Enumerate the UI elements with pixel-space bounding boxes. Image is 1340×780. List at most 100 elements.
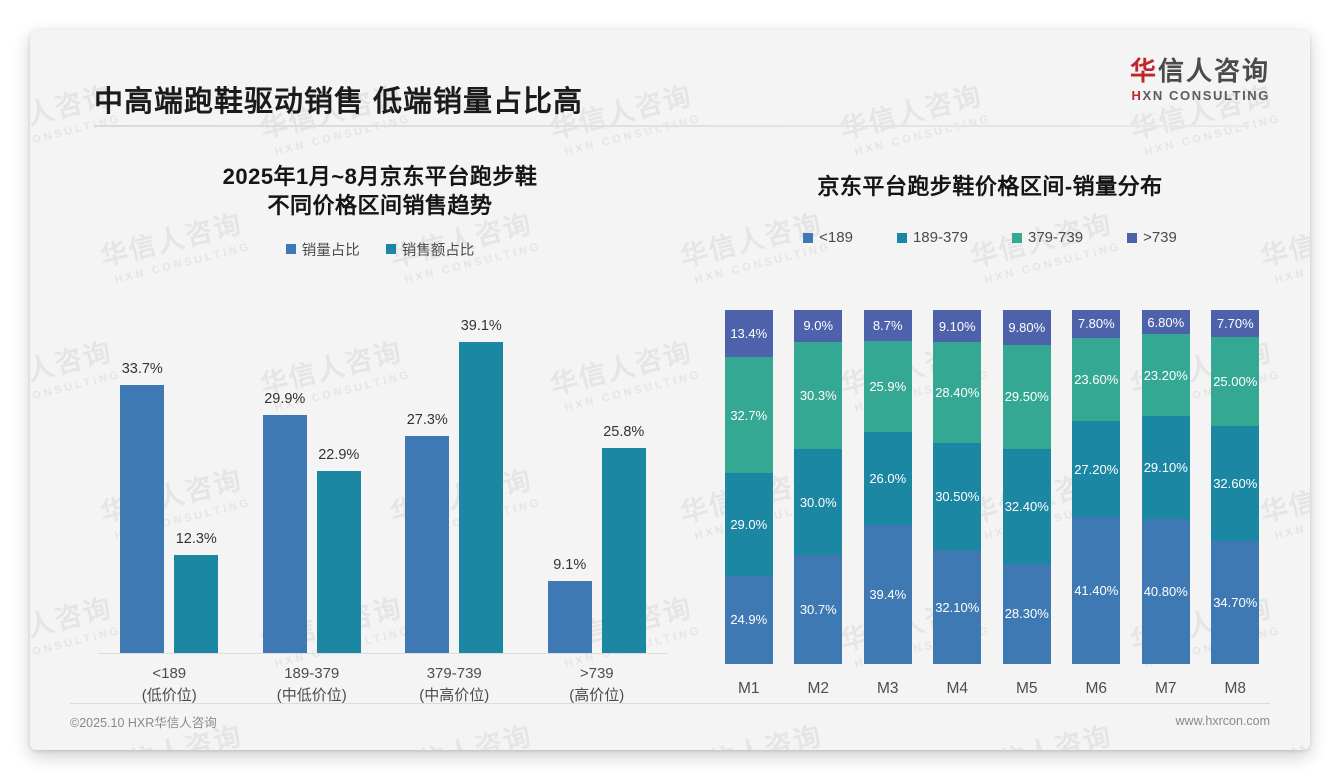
stacked-bar[interactable]: 13.4% 32.7% 29.0% 24.9%	[724, 310, 773, 664]
stack-segment[interactable]: 27.20%	[1072, 421, 1121, 518]
stack-segment[interactable]: 9.0%	[794, 310, 843, 342]
stack-segment[interactable]: 32.60%	[1211, 425, 1260, 542]
grouped-bars: 33.7% 12.3% 29.9% 22.9% 27.3% 39.1% 9.1% 25.8%	[98, 318, 669, 653]
legend-item-1[interactable]: <189	[803, 229, 853, 246]
segment-value-label: 25.9%	[869, 379, 907, 395]
stack-segment[interactable]: 26.0%	[863, 432, 912, 525]
bar[interactable]: 12.3%	[174, 531, 219, 653]
segment-value-label: 25.00%	[1213, 374, 1258, 390]
stack-segment[interactable]: 23.60%	[1072, 337, 1121, 422]
legend-label: 销量占比	[301, 242, 360, 259]
logo-cn-red: 华	[1129, 56, 1158, 86]
bar[interactable]: 33.7%	[120, 361, 165, 653]
stack-segment[interactable]: 9.10%	[933, 310, 982, 343]
bar[interactable]: 9.1%	[547, 557, 592, 653]
stack-segment[interactable]: 30.0%	[794, 449, 843, 556]
x-axis-label: 189-379 (中低价位)	[241, 656, 384, 710]
stack-segment[interactable]: 41.40%	[1072, 517, 1121, 664]
slide-canvas: 华信人咨询 HXN CONSULTING 华信人咨询 HXN CONSULTING华信…	[30, 30, 1310, 750]
stacked-bar[interactable]: 7.70% 25.00% 32.60% 34.70%	[1211, 310, 1260, 665]
right-chart-plot: 13.4% 32.7% 29.0% 24.9% 9.0% 30.3% 30.0% 30.7% 8…	[700, 300, 1280, 710]
legend-label: 379-739	[1028, 229, 1084, 247]
footer-copyright: ©2025.10 HXR华信人咨询	[70, 715, 217, 730]
segment-value-label: 9.80%	[1008, 319, 1046, 335]
stack-segment[interactable]: 39.4%	[863, 524, 912, 664]
bar-group: 29.9% 22.9%	[241, 320, 384, 653]
stack-segment[interactable]: 30.3%	[794, 341, 843, 450]
stack-segment[interactable]: 30.7%	[794, 555, 843, 664]
bar-value-label: 9.1%	[553, 556, 587, 573]
stack-segment[interactable]: 29.0%	[724, 473, 773, 576]
legend-swatch-icon	[385, 244, 396, 255]
brand-logo: 华信人咨询 HXN CONSULTING	[1129, 56, 1270, 103]
stacked-bar[interactable]: 9.10% 28.40% 30.50% 32.10%	[933, 310, 982, 664]
bar[interactable]: 39.1%	[459, 318, 504, 653]
stack-segment[interactable]: 28.40%	[933, 342, 982, 443]
stack-segment[interactable]: 7.80%	[1072, 310, 1121, 338]
left-chart-plot: 33.7% 12.3% 29.9% 22.9% 27.3% 39.1% 9.1% 25.8% …	[88, 318, 672, 710]
bar-value-label: 33.7%	[121, 361, 163, 378]
stacked-bar[interactable]: 7.80% 23.60% 27.20% 41.40%	[1072, 310, 1121, 664]
logo-chinese: 华信人咨询	[1129, 56, 1270, 86]
x-axis-label: <189 (低价位)	[98, 656, 241, 710]
title-divider	[94, 125, 1249, 127]
right-chart-legend: <189 189-379 379-739 >739	[690, 229, 1290, 246]
stack-column: 9.80% 29.50% 32.40% 28.30%	[992, 310, 1062, 665]
slide-footer: ©2025.10 HXR华信人咨询 www.hxrcon.com	[70, 710, 1270, 732]
bar[interactable]: 25.8%	[601, 424, 646, 653]
stack-segment[interactable]: 29.10%	[1141, 416, 1190, 520]
stacked-bar[interactable]: 9.0% 30.3% 30.0% 30.7%	[794, 310, 843, 664]
segment-value-label: 40.80%	[1143, 584, 1188, 600]
legend-item-2[interactable]: 销售额占比	[385, 239, 474, 260]
legend-item-3[interactable]: 379-739	[1012, 229, 1083, 246]
stacked-bar[interactable]: 8.7% 25.9% 26.0% 39.4%	[863, 310, 912, 664]
month-label: M3	[876, 680, 899, 697]
x-axis-label-sub: (中高价位)	[419, 686, 490, 704]
stack-segment[interactable]: 13.4%	[724, 310, 773, 358]
stack-segment[interactable]: 30.50%	[933, 442, 982, 551]
bar[interactable]: 29.9%	[262, 391, 307, 653]
stacked-bar[interactable]: 6.80% 23.20% 29.10% 40.80%	[1141, 310, 1190, 664]
bar[interactable]: 22.9%	[316, 447, 361, 653]
segment-value-label: 28.30%	[1004, 606, 1049, 622]
stack-segment[interactable]: 32.10%	[933, 550, 982, 664]
stack-segment[interactable]: 28.30%	[1002, 563, 1051, 665]
stack-segment[interactable]: 29.50%	[1002, 344, 1051, 450]
stack-segment[interactable]: 7.70%	[1211, 310, 1260, 338]
legend-swatch-icon	[1127, 232, 1138, 243]
left-chart-title-line2: 不同价格区间销售趋势	[267, 193, 493, 219]
stack-segment[interactable]: 8.7%	[863, 310, 912, 341]
stack-segment[interactable]: 34.70%	[1211, 541, 1260, 665]
stack-segment[interactable]: 6.80%	[1141, 310, 1190, 335]
stack-segment[interactable]: 25.9%	[863, 340, 912, 433]
stack-segment[interactable]: 25.00%	[1211, 337, 1260, 426]
stack-segment[interactable]: 40.80%	[1141, 519, 1190, 664]
legend-item-1[interactable]: 销量占比	[285, 239, 360, 260]
stacked-bar[interactable]: 9.80% 29.50% 32.40% 28.30%	[1002, 310, 1051, 665]
month-label: M5	[1015, 680, 1038, 697]
slide-header: 中高端跑鞋驱动销售 低端销量占比高	[30, 30, 1310, 127]
month-label: M8	[1224, 680, 1247, 697]
stack-column: 7.80% 23.60% 27.20% 41.40%	[1062, 310, 1132, 664]
stack-segment[interactable]: 24.9%	[724, 575, 773, 664]
legend-item-2[interactable]: 189-379	[896, 229, 968, 246]
x-axis-label: 379-739 (中高价位)	[383, 656, 526, 710]
bar-value-label: 27.3%	[406, 411, 448, 428]
right-chart-xaxis-labels: M1 M2 M3 M4 M5 M6 M7 M8	[714, 670, 1270, 710]
legend-item-4[interactable]: >739	[1127, 229, 1177, 246]
bar-group: 9.1% 25.8%	[526, 320, 669, 653]
bar-fill	[120, 385, 165, 653]
bar-value-label: 29.9%	[264, 391, 306, 408]
legend-swatch-icon	[896, 232, 907, 243]
bar-fill	[316, 470, 361, 653]
stack-segment[interactable]: 32.7%	[724, 357, 773, 474]
bar[interactable]: 27.3%	[405, 412, 450, 653]
stack-segment[interactable]: 32.40%	[1002, 449, 1051, 564]
segment-value-label: 41.40%	[1074, 583, 1119, 599]
x-axis-line	[98, 653, 668, 654]
legend-label: <189	[819, 229, 853, 247]
segment-value-label: 9.10%	[938, 318, 976, 334]
stack-segment[interactable]: 23.20%	[1141, 334, 1190, 417]
segment-value-label: 8.7%	[872, 317, 903, 333]
stack-segment[interactable]: 9.80%	[1002, 310, 1051, 345]
